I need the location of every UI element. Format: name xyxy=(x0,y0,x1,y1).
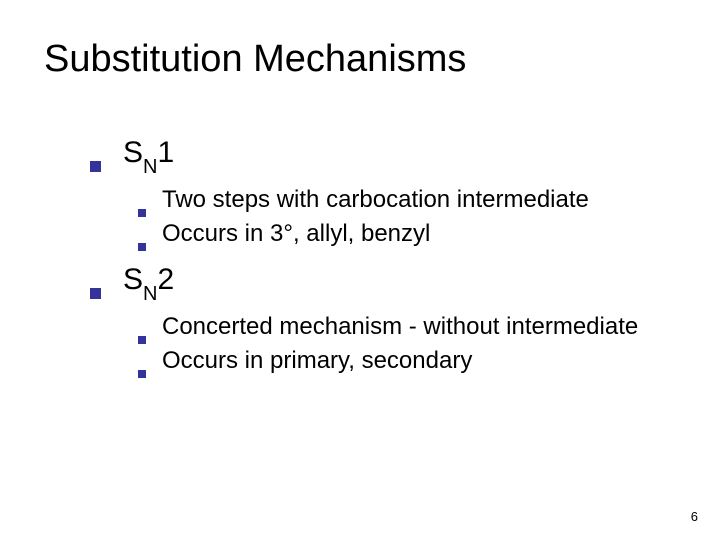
label-suffix: 2 xyxy=(157,263,174,296)
list-item-text: Concerted mechanism - without intermedia… xyxy=(162,312,638,342)
square-bullet-icon xyxy=(138,243,146,251)
slide: Substitution Mechanisms SN1 Two steps wi… xyxy=(0,0,720,540)
square-bullet-icon xyxy=(138,336,146,344)
list-item: SN2 xyxy=(90,263,670,302)
label-subscript: N xyxy=(143,156,157,178)
sublist: Concerted mechanism - without intermedia… xyxy=(138,312,670,376)
square-bullet-icon xyxy=(138,370,146,378)
slide-content: SN1 Two steps with carbocation intermedi… xyxy=(90,130,670,390)
list-item-text: Two steps with carbocation intermediate xyxy=(162,185,589,215)
list-item: Occurs in 3°, allyl, benzyl xyxy=(138,219,670,249)
sublist: Two steps with carbocation intermediate … xyxy=(138,185,670,249)
list-item-text: Occurs in primary, secondary xyxy=(162,346,472,376)
list-item: Concerted mechanism - without intermedia… xyxy=(138,312,670,342)
list-item: Two steps with carbocation intermediate xyxy=(138,185,670,215)
square-bullet-icon xyxy=(90,288,101,299)
page-number: 6 xyxy=(691,509,698,524)
list-item-label: SN2 xyxy=(123,263,174,302)
list-item: Occurs in primary, secondary xyxy=(138,346,670,376)
label-main: S xyxy=(123,136,143,169)
label-main: S xyxy=(123,263,143,296)
label-suffix: 1 xyxy=(157,136,174,169)
list-item-label: SN1 xyxy=(123,136,174,175)
list-item-text: Occurs in 3°, allyl, benzyl xyxy=(162,219,430,249)
square-bullet-icon xyxy=(138,209,146,217)
label-subscript: N xyxy=(143,283,157,305)
list-item: SN1 xyxy=(90,136,670,175)
square-bullet-icon xyxy=(90,161,101,172)
slide-title: Substitution Mechanisms xyxy=(44,38,466,81)
